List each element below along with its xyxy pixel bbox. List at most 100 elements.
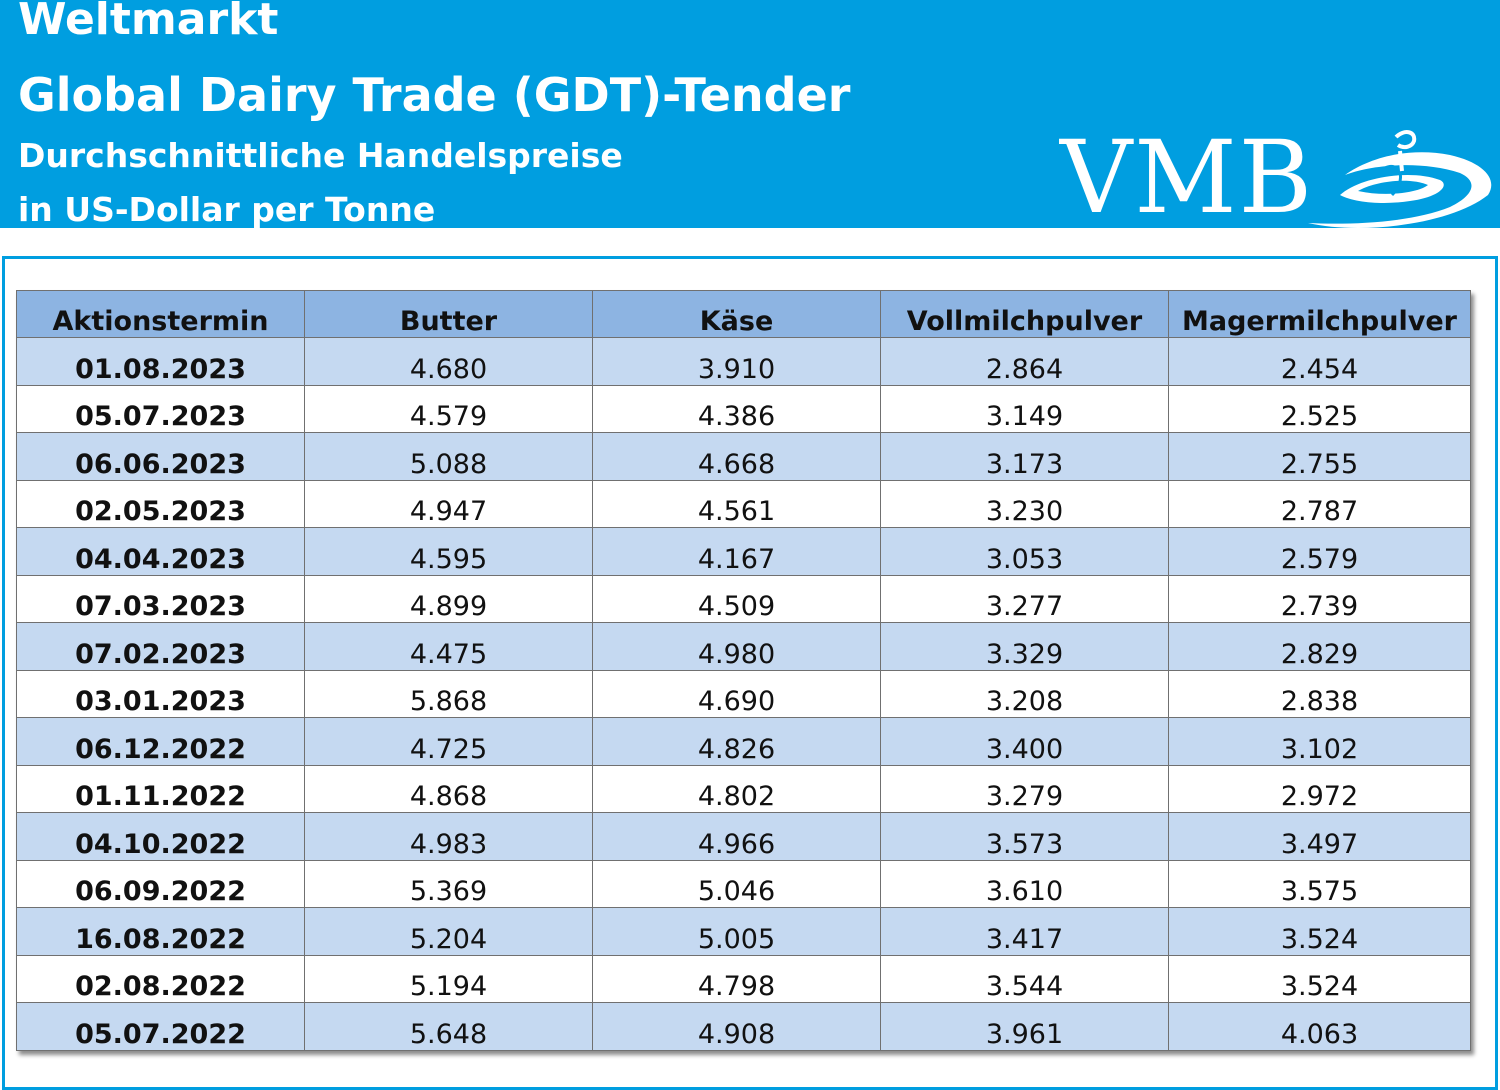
cell-magermilchpulver: 3.575	[1168, 859, 1471, 908]
cell-vollmilchpulver: 3.961	[880, 1002, 1169, 1051]
cell-magermilchpulver: 2.838	[1168, 669, 1471, 718]
cell-date: 04.04.2023	[16, 527, 305, 576]
cell-vollmilchpulver: 3.417	[880, 907, 1169, 956]
cell-date: 07.03.2023	[16, 574, 305, 623]
cell-magermilchpulver: 2.579	[1168, 527, 1471, 576]
cell-date: 05.07.2022	[16, 1002, 305, 1051]
cell-vollmilchpulver: 2.864	[880, 337, 1169, 386]
table-row: 05.07.2023 4.579 4.386 3.149 2.525	[16, 384, 1471, 433]
cell-vollmilchpulver: 3.544	[880, 954, 1169, 1003]
cell-magermilchpulver: 2.739	[1168, 574, 1471, 623]
cell-magermilchpulver: 3.524	[1168, 907, 1471, 956]
cell-kaese: 4.980	[592, 622, 881, 671]
vmb-logo-swirl-icon	[1308, 130, 1492, 228]
prices-table: Aktionstermin Butter Käse Vollmilchpulve…	[16, 290, 1471, 1051]
cell-butter: 4.947	[304, 479, 593, 528]
cell-vollmilchpulver: 3.610	[880, 859, 1169, 908]
table-row: 01.11.2022 4.868 4.802 3.279 2.972	[16, 764, 1471, 813]
cell-date: 05.07.2023	[16, 384, 305, 433]
cell-magermilchpulver: 2.787	[1168, 479, 1471, 528]
cell-kaese: 5.005	[592, 907, 881, 956]
cell-vollmilchpulver: 3.230	[880, 479, 1169, 528]
cell-butter: 4.899	[304, 574, 593, 623]
cell-vollmilchpulver: 3.400	[880, 717, 1169, 766]
table-row: 03.01.2023 5.868 4.690 3.208 2.838	[16, 669, 1471, 718]
table-row: 02.08.2022 5.194 4.798 3.544 3.524	[16, 954, 1471, 1003]
table-row: 06.09.2022 5.369 5.046 3.610 3.575	[16, 859, 1471, 908]
cell-kaese: 4.509	[592, 574, 881, 623]
cell-butter: 4.983	[304, 812, 593, 861]
cell-butter: 4.595	[304, 527, 593, 576]
table-body: 01.08.2023 4.680 3.910 2.864 2.454 05.07.2023…	[16, 337, 1471, 1051]
cell-date: 07.02.2023	[16, 622, 305, 671]
cell-kaese: 3.910	[592, 337, 881, 386]
cell-magermilchpulver: 4.063	[1168, 1002, 1471, 1051]
cell-butter: 4.868	[304, 764, 593, 813]
table-row: 02.05.2023 4.947 4.561 3.230 2.787	[16, 479, 1471, 528]
unit-subtitle: in US-Dollar per Tonne	[18, 190, 436, 229]
cell-kaese: 4.908	[592, 1002, 881, 1051]
column-header-butter: Butter	[304, 290, 593, 338]
cell-vollmilchpulver: 3.173	[880, 432, 1169, 481]
cell-date: 01.08.2023	[16, 337, 305, 386]
cell-butter: 5.648	[304, 1002, 593, 1051]
cell-date: 06.06.2023	[16, 432, 305, 481]
table-row: 05.07.2022 5.648 4.908 3.961 4.063	[16, 1002, 1471, 1051]
cell-magermilchpulver: 3.497	[1168, 812, 1471, 861]
cell-kaese: 4.690	[592, 669, 881, 718]
cell-vollmilchpulver: 3.149	[880, 384, 1169, 433]
heading-weltmarkt: Weltmarkt	[18, 0, 279, 45]
table-row: 06.06.2023 5.088 4.668 3.173 2.755	[16, 432, 1471, 481]
vmb-logo-text: VMB	[1060, 119, 1315, 236]
cell-date: 01.11.2022	[16, 764, 305, 813]
cell-butter: 4.579	[304, 384, 593, 433]
cell-date: 04.10.2022	[16, 812, 305, 861]
cell-vollmilchpulver: 3.329	[880, 622, 1169, 671]
column-header-kaese: Käse	[592, 290, 881, 338]
cell-kaese: 4.798	[592, 954, 881, 1003]
cell-kaese: 4.966	[592, 812, 881, 861]
column-header-date: Aktionstermin	[16, 290, 305, 338]
cell-kaese: 4.826	[592, 717, 881, 766]
cell-vollmilchpulver: 3.208	[880, 669, 1169, 718]
table-row: 07.03.2023 4.899 4.509 3.277 2.739	[16, 574, 1471, 623]
cell-date: 03.01.2023	[16, 669, 305, 718]
cell-vollmilchpulver: 3.279	[880, 764, 1169, 813]
cell-date: 06.12.2022	[16, 717, 305, 766]
cell-magermilchpulver: 3.524	[1168, 954, 1471, 1003]
cell-magermilchpulver: 2.454	[1168, 337, 1471, 386]
header-banner: Weltmarkt Global Dairy Trade (GDT)-Tende…	[0, 0, 1500, 236]
cell-butter: 5.369	[304, 859, 593, 908]
cell-butter: 4.680	[304, 337, 593, 386]
cell-magermilchpulver: 3.102	[1168, 717, 1471, 766]
cell-magermilchpulver: 2.972	[1168, 764, 1471, 813]
table-row: 16.08.2022 5.204 5.005 3.417 3.524	[16, 907, 1471, 956]
cell-date: 02.05.2023	[16, 479, 305, 528]
table-row: 04.04.2023 4.595 4.167 3.053 2.579	[16, 527, 1471, 576]
table-header-row: Aktionstermin Butter Käse Vollmilchpulve…	[16, 290, 1471, 338]
cell-butter: 5.194	[304, 954, 593, 1003]
subtitle: Durchschnittliche Handelspreise	[18, 136, 623, 175]
cell-butter: 5.868	[304, 669, 593, 718]
cell-butter: 5.204	[304, 907, 593, 956]
cell-vollmilchpulver: 3.573	[880, 812, 1169, 861]
cell-butter: 4.725	[304, 717, 593, 766]
page-title: Global Dairy Trade (GDT)-Tender	[18, 68, 851, 122]
cell-kaese: 4.668	[592, 432, 881, 481]
table-row: 04.10.2022 4.983 4.966 3.573 3.497	[16, 812, 1471, 861]
cell-butter: 5.088	[304, 432, 593, 481]
column-header-vollmilchpulver: Vollmilchpulver	[880, 290, 1169, 338]
cell-vollmilchpulver: 3.053	[880, 527, 1169, 576]
table-row: 01.08.2023 4.680 3.910 2.864 2.454	[16, 337, 1471, 386]
cell-butter: 4.475	[304, 622, 593, 671]
cell-vollmilchpulver: 3.277	[880, 574, 1169, 623]
table-row: 06.12.2022 4.725 4.826 3.400 3.102	[16, 717, 1471, 766]
cell-kaese: 4.802	[592, 764, 881, 813]
cell-date: 02.08.2022	[16, 954, 305, 1003]
cell-date: 16.08.2022	[16, 907, 305, 956]
column-header-magermilchpulver: Magermilchpulver	[1168, 290, 1471, 338]
cell-kaese: 4.561	[592, 479, 881, 528]
cell-date: 06.09.2022	[16, 859, 305, 908]
cell-magermilchpulver: 2.755	[1168, 432, 1471, 481]
cell-magermilchpulver: 2.525	[1168, 384, 1471, 433]
